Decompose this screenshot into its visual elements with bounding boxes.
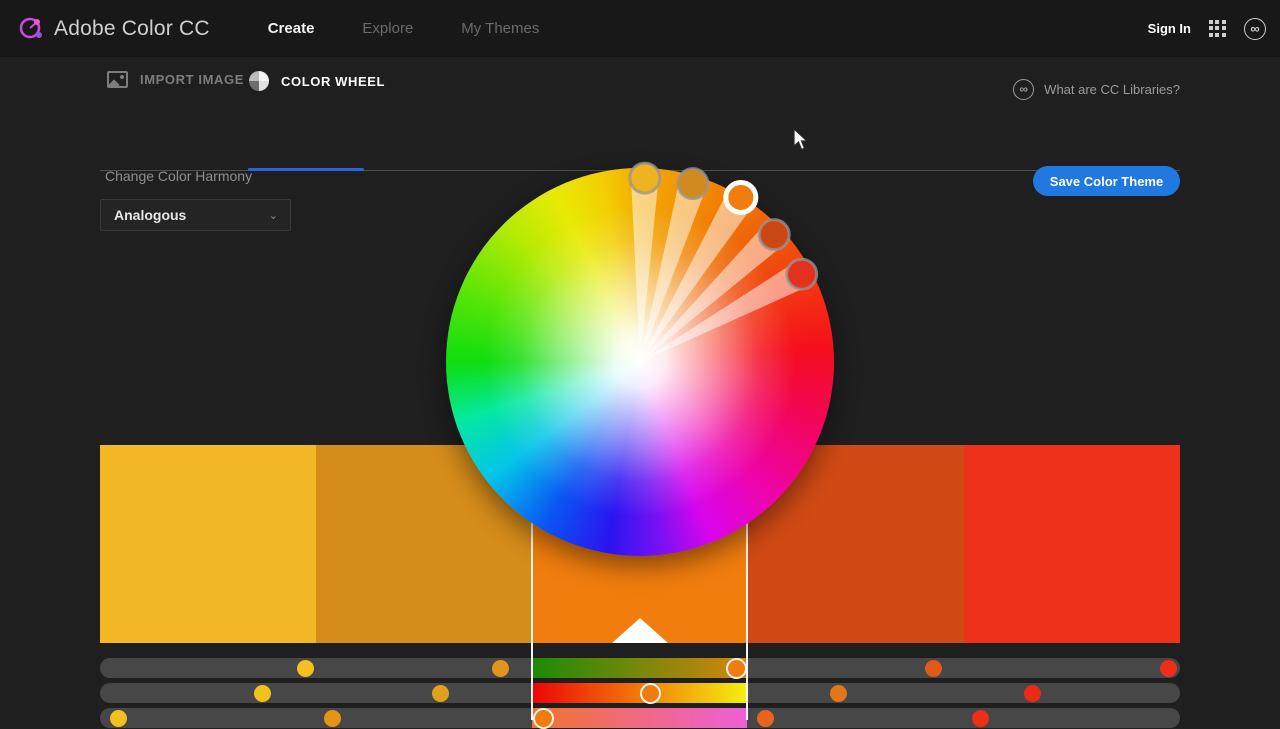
nav-my-themes[interactable]: My Themes xyxy=(461,20,540,37)
theme-swatch-1[interactable] xyxy=(100,445,316,643)
nav-right-cluster: Sign In ∞ xyxy=(1147,17,1266,40)
nav-explore[interactable]: Explore xyxy=(362,20,414,37)
adobe-color-logo[interactable]: Adobe Color CC xyxy=(16,14,210,44)
active-tab-underline xyxy=(248,168,364,171)
slider-dot[interactable] xyxy=(253,684,271,702)
creative-cloud-icon[interactable]: ∞ xyxy=(1244,17,1266,40)
slider-dot[interactable] xyxy=(971,709,989,727)
sign-in-link[interactable]: Sign In xyxy=(1147,21,1191,36)
selected-swatch-pointer xyxy=(612,618,668,643)
slider-dot[interactable] xyxy=(323,709,341,727)
slider-handle-row-2[interactable] xyxy=(639,682,661,704)
slider-dot[interactable] xyxy=(1159,659,1177,677)
wheel-marker-4[interactable] xyxy=(757,218,791,252)
slider-dot[interactable] xyxy=(491,659,509,677)
slider-dot[interactable] xyxy=(924,659,942,677)
slider-dot[interactable] xyxy=(1023,684,1041,702)
tab-import-image-label: IMPORT IMAGE xyxy=(140,72,244,87)
tab-bar: IMPORT IMAGE COLOR WHEEL ∞ What are CC L… xyxy=(0,57,1280,171)
color-wheel-markers-overlay xyxy=(628,161,819,362)
save-color-theme-button[interactable]: Save Color Theme xyxy=(1033,166,1180,196)
chevron-down-icon: ⌄ xyxy=(268,209,278,222)
cc-libraries-link[interactable]: ∞ What are CC Libraries? xyxy=(1013,79,1180,100)
wheel-spoke xyxy=(640,221,787,362)
import-image-icon xyxy=(107,71,128,88)
mouse-cursor xyxy=(793,128,809,151)
selected-swatch-right-border xyxy=(746,445,748,720)
theme-swatch-5[interactable] xyxy=(964,445,1180,643)
change-color-harmony-label: Change Color Harmony xyxy=(105,168,253,184)
color-wheel-icon xyxy=(249,71,269,91)
app-grid-icon[interactable] xyxy=(1209,20,1226,37)
adobe-color-logo-icon xyxy=(19,17,42,38)
wheel-spoke xyxy=(640,260,812,362)
cc-libraries-label: What are CC Libraries? xyxy=(1044,82,1180,97)
cc-libraries-icon: ∞ xyxy=(1013,79,1035,100)
slider-dot[interactable] xyxy=(431,684,449,702)
slider-gradient-row-3[interactable] xyxy=(532,708,747,728)
app-title: Adobe Color CC xyxy=(54,16,210,40)
wheel-marker-2[interactable] xyxy=(676,167,710,201)
nav-create[interactable]: Create xyxy=(267,20,315,37)
slider-dot[interactable] xyxy=(296,659,314,677)
wheel-spoke xyxy=(630,174,659,362)
selected-swatch-left-border xyxy=(531,445,533,720)
slider-handle-row-1[interactable] xyxy=(725,657,747,679)
slider-dot[interactable] xyxy=(109,709,127,727)
slider-dot[interactable] xyxy=(829,684,847,702)
wheel-marker-5[interactable] xyxy=(785,257,819,291)
slider-handle-row-3[interactable] xyxy=(533,707,555,729)
wheel-marker-3-active[interactable] xyxy=(723,179,759,215)
slider-gradient-row-1[interactable] xyxy=(532,658,747,678)
tab-import-image[interactable]: IMPORT IMAGE xyxy=(107,71,244,88)
top-navbar: Adobe Color CC Create Explore My Themes … xyxy=(0,0,1280,57)
tab-color-wheel[interactable]: COLOR WHEEL xyxy=(249,71,385,91)
tab-color-wheel-label: COLOR WHEEL xyxy=(281,73,386,89)
slider-gradient-row-2[interactable] xyxy=(532,683,747,703)
harmony-dropdown[interactable]: Analogous ⌄ xyxy=(100,199,291,231)
wheel-spoke xyxy=(640,176,708,362)
harmony-dropdown-value: Analogous xyxy=(114,207,187,223)
main-nav: Create Explore My Themes xyxy=(268,20,540,37)
wheel-marker-1[interactable] xyxy=(628,161,662,195)
slider-dot[interactable] xyxy=(756,709,774,727)
wheel-spoke xyxy=(640,186,756,362)
